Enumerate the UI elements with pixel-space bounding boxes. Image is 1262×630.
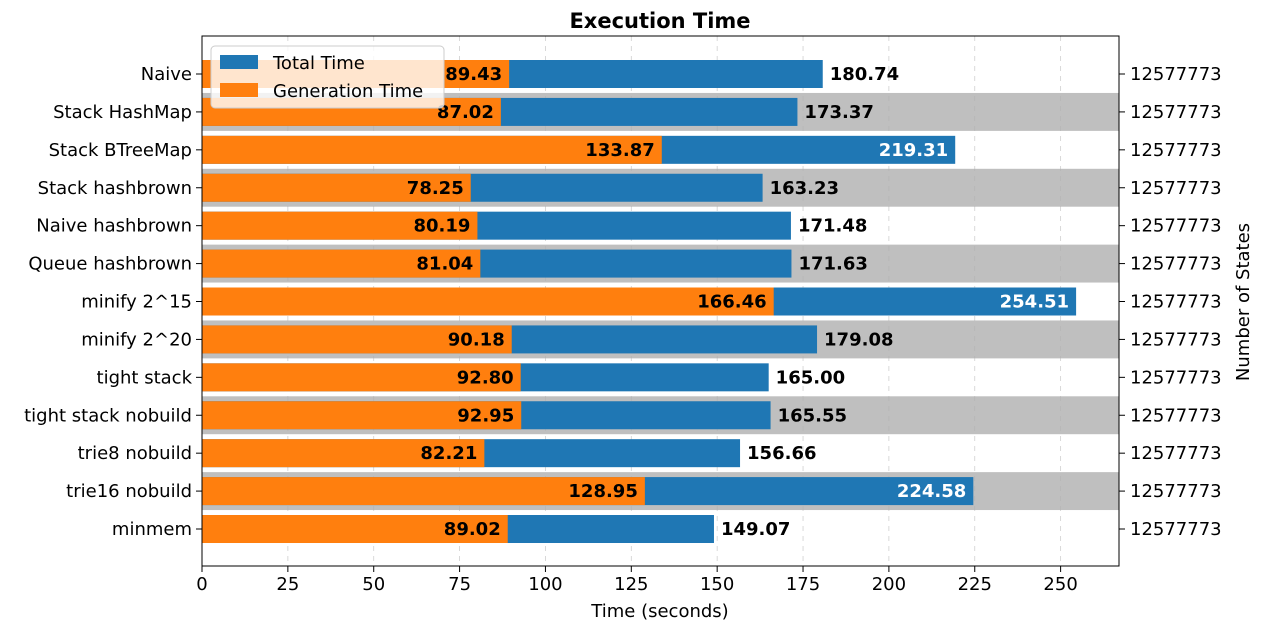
x-tick-label: 25 bbox=[276, 574, 299, 595]
total-time-label: 149.07 bbox=[721, 519, 790, 540]
right-tick-label: 12577773 bbox=[1130, 216, 1222, 237]
generation-time-label: 82.21 bbox=[420, 443, 477, 464]
category-label: Naive hashbrown bbox=[36, 216, 192, 237]
x-tick-label: 125 bbox=[614, 574, 648, 595]
right-tick-label: 12577773 bbox=[1130, 443, 1222, 464]
generation-time-label: 80.19 bbox=[413, 216, 470, 237]
generation-time-label: 81.04 bbox=[416, 254, 473, 275]
total-time-label: 219.31 bbox=[879, 140, 948, 161]
generation-time-label: 87.02 bbox=[437, 102, 494, 123]
x-tick-label: 50 bbox=[362, 574, 385, 595]
total-time-label: 254.51 bbox=[1000, 292, 1069, 313]
right-tick-label: 12577773 bbox=[1130, 178, 1222, 199]
generation-time-bar bbox=[202, 401, 522, 430]
legend-swatch-total bbox=[220, 55, 258, 69]
generation-time-label: 128.95 bbox=[568, 481, 637, 502]
generation-time-bar bbox=[202, 135, 662, 164]
generation-time-bar bbox=[202, 515, 508, 544]
total-time-label: 179.08 bbox=[824, 329, 893, 350]
generation-time-bar bbox=[202, 477, 645, 506]
generation-time-bar bbox=[202, 363, 521, 392]
right-tick-label: 12577773 bbox=[1130, 519, 1222, 540]
category-label: Stack BTreeMap bbox=[49, 140, 192, 161]
generation-time-label: 78.25 bbox=[407, 178, 464, 199]
x-tick-label: 250 bbox=[1043, 574, 1077, 595]
total-time-label: 171.48 bbox=[798, 216, 867, 237]
right-tick-label: 12577773 bbox=[1130, 102, 1222, 123]
generation-time-bar bbox=[202, 287, 774, 316]
generation-time-label: 90.18 bbox=[448, 329, 505, 350]
legend-box bbox=[210, 45, 445, 109]
generation-time-label: 133.87 bbox=[585, 140, 654, 161]
right-tick-label: 12577773 bbox=[1130, 140, 1222, 161]
right-tick-label: 12577773 bbox=[1130, 292, 1222, 313]
x-tick-label: 175 bbox=[786, 574, 820, 595]
generation-time-label: 89.02 bbox=[444, 519, 501, 540]
right-tick-label: 12577773 bbox=[1130, 254, 1222, 275]
total-time-label: 224.58 bbox=[897, 481, 966, 502]
x-tick-label: 100 bbox=[528, 574, 562, 595]
right-axis-label: Number of States bbox=[1233, 223, 1254, 381]
generation-time-bar bbox=[202, 173, 471, 202]
plot-frame bbox=[201, 35, 1120, 567]
legend-label-generation: Generation Time bbox=[273, 81, 423, 102]
legend-swatch-generation bbox=[220, 83, 258, 97]
generation-time-label: 89.43 bbox=[445, 64, 502, 85]
generation-time-bar bbox=[202, 439, 485, 468]
legend-label-total: Total Time bbox=[272, 53, 365, 74]
category-label: minify 2^15 bbox=[81, 292, 192, 313]
category-label: Stack hashbrown bbox=[38, 178, 192, 199]
right-tick-label: 12577773 bbox=[1130, 367, 1222, 388]
category-label: minmem bbox=[112, 519, 192, 540]
category-label: Queue hashbrown bbox=[28, 254, 192, 275]
total-time-label: 171.63 bbox=[798, 254, 867, 275]
generation-time-bar bbox=[202, 211, 478, 240]
total-time-label: 163.23 bbox=[770, 178, 839, 199]
right-tick-label: 12577773 bbox=[1130, 405, 1222, 426]
total-time-label: 165.00 bbox=[776, 367, 845, 388]
category-label: Stack HashMap bbox=[53, 102, 192, 123]
generation-time-label: 92.95 bbox=[457, 405, 514, 426]
category-label: minify 2^20 bbox=[81, 329, 192, 350]
generation-time-label: 166.46 bbox=[697, 292, 766, 313]
right-tick-label: 12577773 bbox=[1130, 64, 1222, 85]
total-time-label: 173.37 bbox=[804, 102, 873, 123]
right-tick-label: 12577773 bbox=[1130, 481, 1222, 502]
chart-title: Execution Time bbox=[569, 9, 750, 33]
total-time-label: 156.66 bbox=[747, 443, 816, 464]
category-label: trie16 nobuild bbox=[66, 481, 192, 502]
x-tick-label: 150 bbox=[700, 574, 734, 595]
x-tick-label: 0 bbox=[196, 574, 207, 595]
total-time-label: 180.74 bbox=[830, 64, 899, 85]
generation-time-bar bbox=[202, 325, 512, 354]
generation-time-label: 92.80 bbox=[457, 367, 514, 388]
right-tick-label: 12577773 bbox=[1130, 329, 1222, 350]
category-label: tight stack bbox=[97, 367, 193, 388]
x-tick-label: 200 bbox=[872, 574, 906, 595]
x-tick-label: 75 bbox=[448, 574, 471, 595]
category-label: Naive bbox=[141, 64, 192, 85]
category-label: tight stack nobuild bbox=[24, 405, 192, 426]
generation-time-bar bbox=[202, 249, 481, 278]
category-label: trie8 nobuild bbox=[78, 443, 192, 464]
total-time-label: 165.55 bbox=[778, 405, 847, 426]
x-tick-label: 225 bbox=[958, 574, 992, 595]
x-axis-label: Time (seconds) bbox=[590, 601, 728, 622]
